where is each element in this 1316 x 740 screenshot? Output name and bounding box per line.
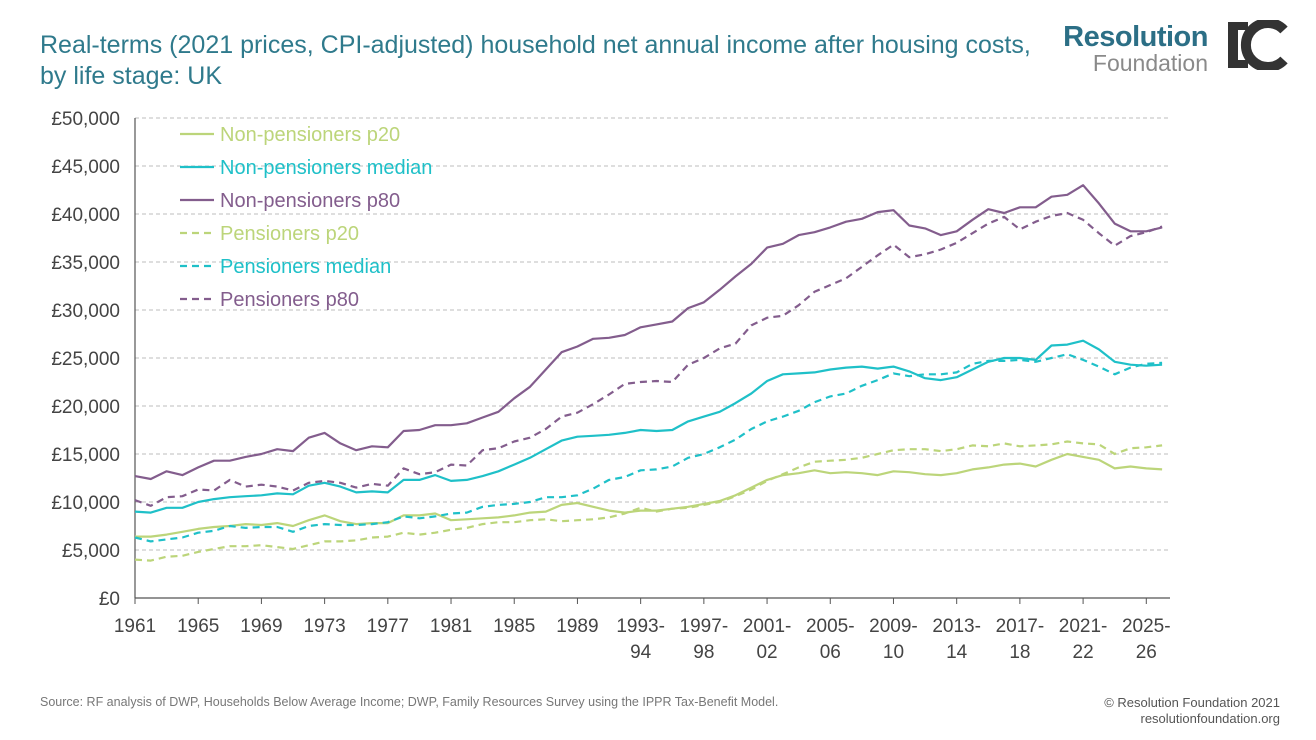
y-tick-label: £40,000 — [51, 205, 120, 226]
x-tick-label: 1993- — [616, 616, 665, 637]
x-tick-label-second-line: 98 — [693, 642, 714, 663]
x-tick-label-second-line: 06 — [820, 642, 841, 663]
series-line-non-pensioners-p20 — [135, 452, 1163, 538]
x-tick-label-second-line: 02 — [756, 642, 777, 663]
legend-label: Pensioners p20 — [220, 223, 359, 245]
x-tick-label: 1977 — [367, 616, 409, 637]
legend-label: Non-pensioners p20 — [220, 124, 400, 146]
line-chart: £0 £5,000 £10,000 £15,000 £20,000 £25,000 £30,… — [51, 109, 1170, 663]
copyright-line: © Resolution Foundation 2021 — [1104, 695, 1280, 710]
x-tick-label-second-line: 18 — [1009, 642, 1030, 663]
series-lines — [134, 184, 1163, 562]
x-tick-label: 2017- — [996, 616, 1045, 637]
x-tick-label: 1989 — [556, 616, 598, 637]
x-tick-label-second-line: 14 — [946, 642, 968, 663]
series-line-non-pensioners-p80 — [134, 184, 1163, 481]
legend-label: Pensioners median — [220, 256, 391, 278]
series-line-pensioners-p20 — [134, 440, 1163, 562]
x-tick-label: 2005- — [806, 616, 855, 637]
x-tick-label: 2025- — [1122, 616, 1171, 637]
copyright: © Resolution Foundation 2021 resolutionf… — [1104, 695, 1280, 727]
x-tick-label-second-line: 26 — [1136, 642, 1157, 663]
y-tick-label: £50,000 — [51, 109, 120, 130]
x-tick-label: 2009- — [869, 616, 918, 637]
logo-wordmark-bottom: Foundation — [1092, 50, 1208, 76]
x-tick-label-second-line: 94 — [630, 642, 652, 663]
legend-label: Non-pensioners p80 — [220, 190, 400, 212]
y-tick-label: £0 — [99, 589, 120, 610]
series-line-pensioners-p80 — [134, 211, 1163, 507]
ic-monogram-icon — [1228, 20, 1288, 70]
x-tick-label-second-line: 22 — [1073, 642, 1094, 663]
y-tick-label: £25,000 — [51, 349, 120, 370]
series-line-non-pensioners-median — [134, 339, 1163, 514]
x-tick-label: 1961 — [114, 616, 156, 637]
x-tick-label: 1997- — [680, 616, 729, 637]
grid — [135, 117, 1170, 551]
x-tick-label: 1985 — [493, 616, 535, 637]
axes: £0 £5,000 £10,000 £15,000 £20,000 £25,000 £30,… — [51, 109, 1170, 663]
x-tick-label: 1973 — [303, 616, 345, 637]
y-tick-label: £35,000 — [51, 253, 120, 274]
y-tick-label: £10,000 — [51, 493, 120, 514]
x-tick-label: 1981 — [430, 616, 472, 637]
chart-title: Real-terms (2021 prices, CPI-adjusted) h… — [40, 31, 1031, 90]
y-tick-label: £5,000 — [62, 541, 120, 562]
legend-label: Non-pensioners median — [220, 157, 432, 179]
y-tick-label: £15,000 — [51, 445, 120, 466]
logo-wordmark-top: Resolution — [1063, 21, 1208, 53]
series-line-pensioners-median — [134, 353, 1163, 543]
y-tick-label: £30,000 — [51, 301, 120, 322]
x-tick-label: 2021- — [1059, 616, 1108, 637]
resolution-foundation-logo: Resolution Foundation — [1058, 21, 1208, 76]
legend-label: Pensioners p80 — [220, 289, 359, 311]
source-note: Source: RF analysis of DWP, Households B… — [40, 695, 779, 709]
x-tick-label: 1969 — [240, 616, 282, 637]
y-tick-label: £20,000 — [51, 397, 120, 418]
y-tick-label: £45,000 — [51, 157, 120, 178]
x-tick-label: 1965 — [177, 616, 219, 637]
x-tick-label: 2013- — [932, 616, 981, 637]
x-tick-label: 2001- — [743, 616, 792, 637]
x-tick-label-second-line: 10 — [883, 642, 904, 663]
website-url: resolutionfoundation.org — [1140, 711, 1281, 726]
legend: Non-pensioners p20 Non-pensioners median N… — [180, 124, 432, 311]
